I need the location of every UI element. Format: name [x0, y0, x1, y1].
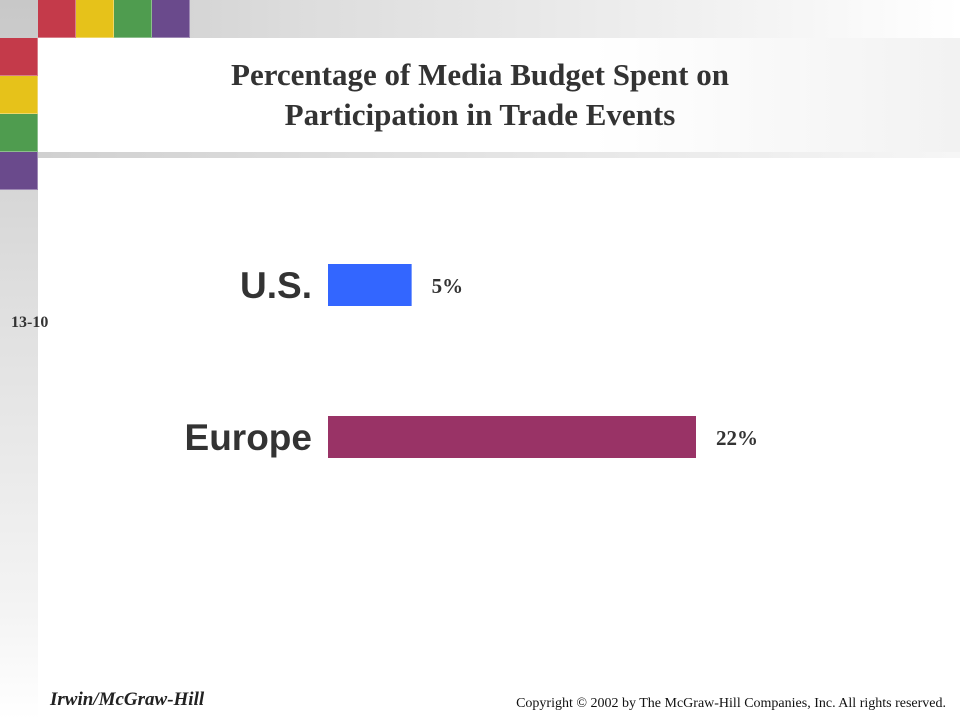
copyright-notice: Copyright © 2002 by The McGraw-Hill Comp…	[516, 696, 946, 711]
bar-europe	[328, 416, 696, 458]
decor-square-green	[114, 0, 152, 38]
decor-square-purple-left	[0, 152, 38, 190]
decor-square-purple	[152, 0, 190, 38]
slide-title-line-2: Participation in Trade Events	[284, 97, 676, 132]
decor-square-yellow	[76, 0, 114, 38]
decor-square-red-left	[0, 38, 38, 76]
category-label-europe: Europe	[185, 417, 312, 458]
bar-u-s	[328, 264, 412, 306]
title-band	[38, 38, 960, 156]
title-divider	[38, 152, 960, 158]
category-label-u-s: U.S.	[240, 265, 312, 306]
decor-square-yellow-left	[0, 76, 38, 114]
publisher-label: Irwin/McGraw-Hill	[50, 689, 205, 710]
slide-title-line-1: Percentage of Media Budget Spent on	[231, 57, 729, 92]
value-label-u-s: 5%	[432, 274, 464, 298]
decor-square-red	[38, 0, 76, 38]
slide-title: Percentage of Media Budget Spent on Part…	[40, 55, 920, 135]
value-label-europe: 22%	[716, 426, 758, 450]
slide-number: 13-10	[11, 314, 49, 331]
decor-square-green-left	[0, 114, 38, 152]
